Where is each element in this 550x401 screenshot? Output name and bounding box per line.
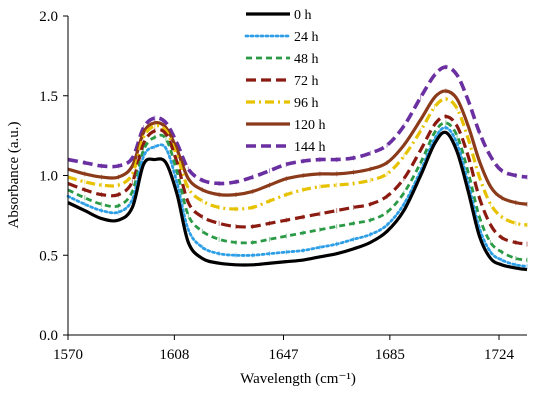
x-tick-label: 1724 xyxy=(484,347,515,363)
y-tick-label: 1.0 xyxy=(39,169,58,185)
series-line xyxy=(67,65,528,186)
y-axis-title: Absorbance (a.u.) xyxy=(6,121,22,228)
series-layer xyxy=(66,64,529,272)
legend-item: 48 h xyxy=(246,52,319,67)
series-line xyxy=(67,130,528,272)
legend-item: 96 h xyxy=(246,96,319,111)
legend: 0 h 24 h 48 h 72 h 96 h 120 h 144 h xyxy=(244,8,326,155)
series-72-h xyxy=(67,113,528,247)
y-tick-label: 0.0 xyxy=(39,328,58,344)
legend-item: 0 h xyxy=(246,8,312,23)
legend-item: 24 h xyxy=(244,30,319,45)
legend-item: 120 h xyxy=(246,118,326,133)
series-0-h xyxy=(67,130,528,272)
legend-item: 72 h xyxy=(246,74,319,89)
x-tick-label: 1685 xyxy=(375,347,405,363)
legend-item: 144 h xyxy=(246,140,326,155)
x-tick-label: 1647 xyxy=(269,347,300,363)
legend-label: 48 h xyxy=(294,52,319,67)
legend-label: 144 h xyxy=(294,140,326,155)
series-line xyxy=(67,97,528,227)
legend-label: 120 h xyxy=(294,118,326,133)
series-line xyxy=(67,121,528,262)
legend-label: 72 h xyxy=(294,74,319,89)
series-144-h xyxy=(67,64,528,186)
legend-label: 0 h xyxy=(294,8,312,23)
series-96-h xyxy=(67,96,528,228)
legend-label: 96 h xyxy=(294,96,319,111)
series-line xyxy=(67,114,528,246)
y-tick-label: 2.0 xyxy=(39,9,58,25)
series-line xyxy=(66,126,529,268)
y-tick-label: 0.5 xyxy=(39,248,58,264)
y-tick-label: 1.5 xyxy=(39,89,58,105)
x-tick-label: 1570 xyxy=(53,347,83,363)
x-axis-title: Wavelength (cm⁻¹) xyxy=(240,371,356,387)
x-tick-label: 1608 xyxy=(159,347,189,363)
series-line xyxy=(67,89,528,206)
series-48-h xyxy=(67,120,528,263)
series-120-h xyxy=(67,88,528,207)
legend-label: 24 h xyxy=(294,30,319,45)
axes-layer: 0.0 0.5 1.0 1.5 2.0 1570 1608 1647 1685 1724 xyxy=(39,9,527,363)
